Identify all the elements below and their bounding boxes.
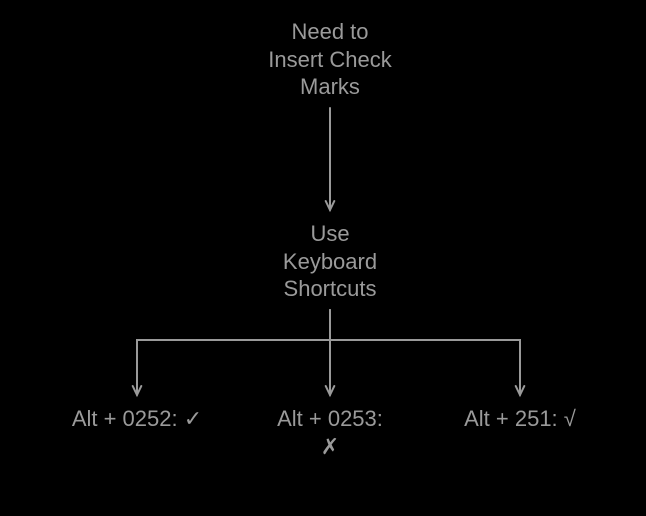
flow-node-leaf1: Alt + 0252: ✓ — [47, 405, 227, 433]
flow-node-leaf2: Alt + 0253: ✗ — [240, 405, 420, 460]
flow-node-root: Need to Insert Check Marks — [230, 18, 430, 101]
flow-node-mid: Use Keyboard Shortcuts — [230, 220, 430, 303]
flow-node-leaf3: Alt + 251: √ — [435, 405, 605, 433]
diagram-canvas: Need to Insert Check Marks Use Keyboard S… — [0, 0, 646, 516]
